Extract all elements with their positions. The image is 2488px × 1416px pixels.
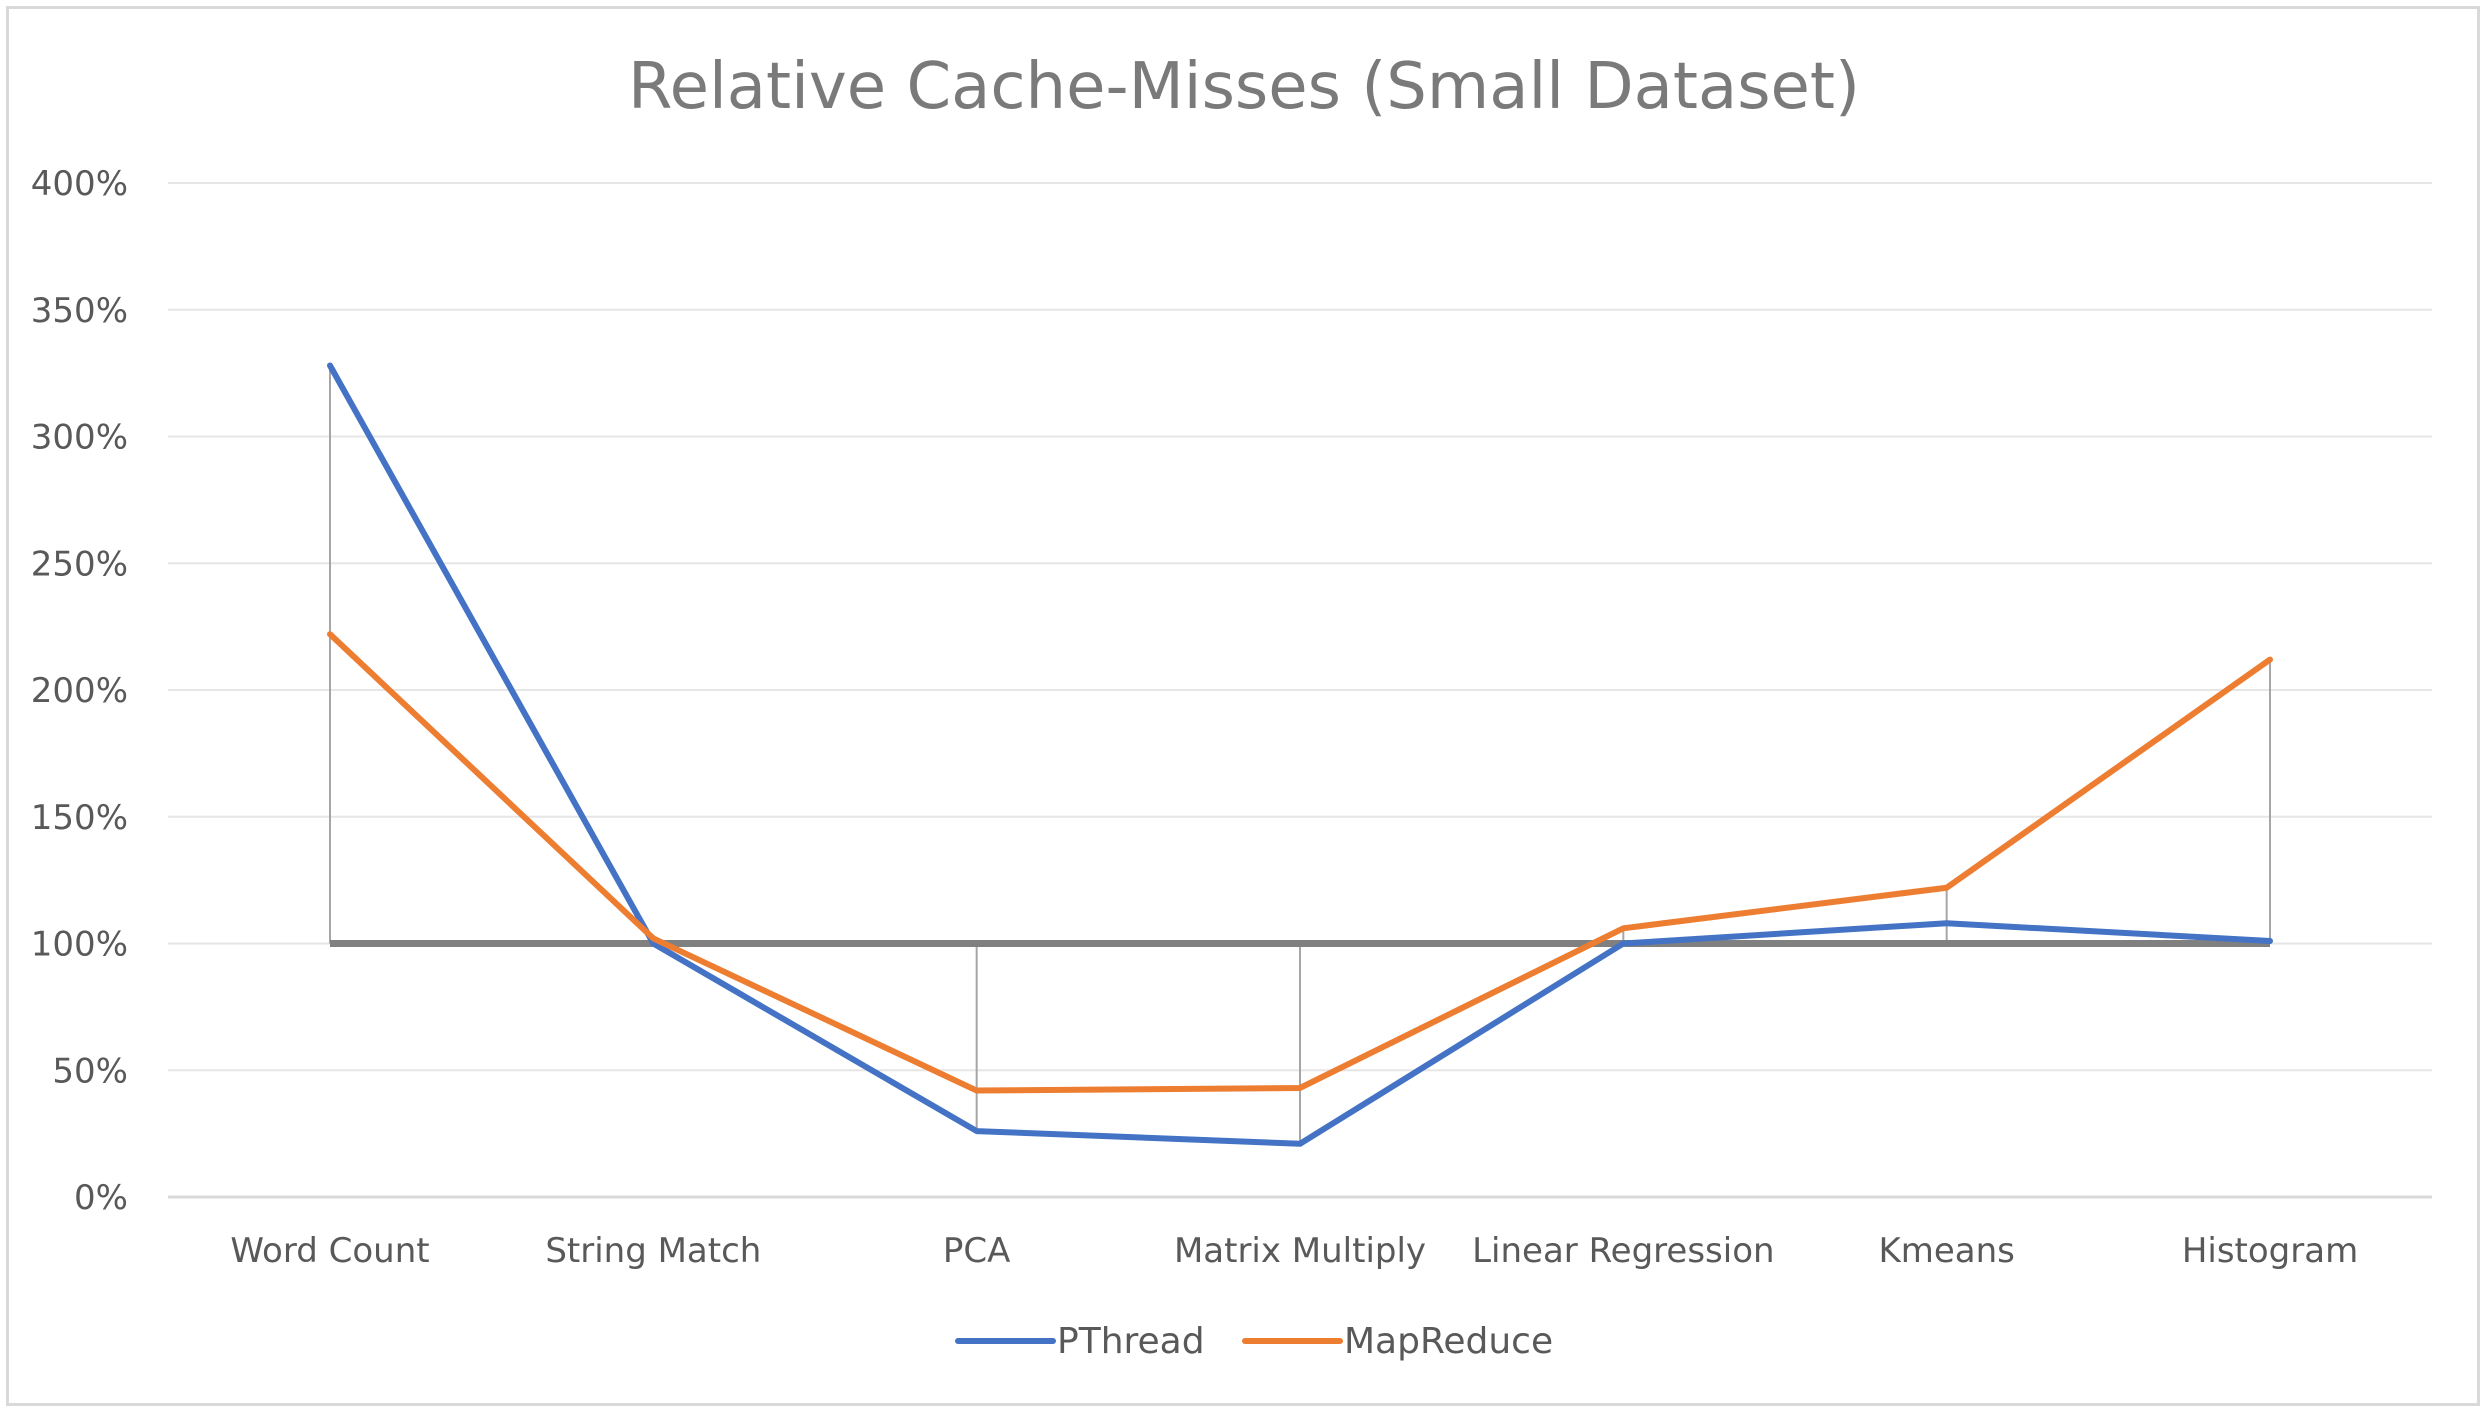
y-tick-label: 300% [31, 418, 128, 458]
x-tick-label: PCA [943, 1231, 1011, 1271]
y-tick-label: 200% [31, 671, 128, 711]
drop-lines [329, 365, 2271, 1144]
legend-label: MapReduce [1344, 1321, 1553, 1362]
y-tick-label: 150% [31, 798, 128, 838]
chart-frame [6, 6, 2480, 1406]
y-axis-ticks: 0% 50% 100% 150% 200% 250% 300% 350% 400% [31, 164, 128, 1218]
chart-title: Relative Cache-Misses (Small Dataset) [628, 50, 1860, 124]
series-layer [327, 362, 2273, 1147]
y-tick-label: 50% [52, 1051, 128, 1091]
y-tick-label: 400% [31, 164, 128, 204]
x-tick-label: Kmeans [1878, 1231, 2014, 1271]
x-tick-label: Linear Regression [1472, 1231, 1774, 1271]
y-tick-label: 250% [31, 544, 128, 584]
series-line-pthread [327, 362, 2273, 1147]
legend-item-pthread: PThread [955, 1321, 1205, 1362]
series-line-mapreduce [327, 631, 2273, 1094]
x-tick-label: Histogram [2182, 1231, 2358, 1271]
y-tick-label: 0% [74, 1178, 128, 1218]
y-tick-label: 100% [31, 925, 128, 965]
legend-item-mapreduce: MapReduce [1242, 1321, 1553, 1362]
x-tick-label: Word Count [230, 1231, 429, 1271]
legend-label: PThread [1057, 1321, 1205, 1362]
y-tick-label: 350% [31, 291, 128, 331]
x-tick-label: String Match [545, 1231, 761, 1271]
x-axis-ticks: Word Count String Match PCA Matrix Multiply… [230, 1231, 2358, 1271]
legend: PThread MapReduce [955, 1321, 1553, 1362]
x-tick-label: Matrix Multiply [1174, 1231, 1426, 1271]
